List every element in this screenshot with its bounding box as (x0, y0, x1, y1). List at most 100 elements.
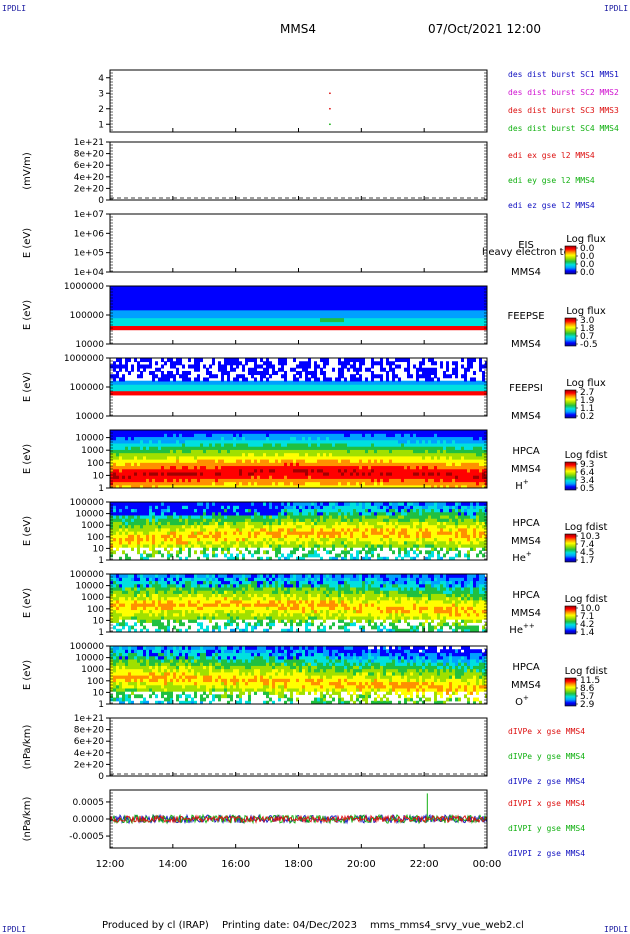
y-tick-label: 100000 (70, 383, 105, 393)
y-axis-label: (mV/m) (22, 152, 33, 190)
colorbar-tick-label: 0.7 (580, 332, 594, 342)
colorbar-tick-label: 10.3 (580, 532, 600, 542)
legend-magenta: des dist burst SC2 MMS2 (508, 88, 619, 97)
legend-green: dIVPe y gse MMS4 (508, 752, 585, 761)
spectrogram-hpca_o (110, 646, 487, 704)
instrument-spacecraft: MMS4 (511, 608, 541, 619)
colorbar (564, 389, 577, 419)
instrument-spacecraft: MMS4 (511, 267, 541, 278)
y-tick-label: 10000 (75, 582, 104, 592)
y-tick-label: 10000 (75, 340, 104, 350)
colorbar-tick-label: 6.4 (580, 468, 595, 478)
spectrogram-feeps_e (110, 286, 487, 331)
spectrogram-hpca_he1 (110, 502, 487, 560)
instrument-name: HPCA (512, 518, 540, 529)
colorbar-title: Log fdist (565, 666, 608, 677)
colorbar-tick-label: 8.6 (580, 684, 595, 694)
legend-green: edi ey gse l2 MMS4 (508, 176, 595, 185)
y-tick-label: 2e+20 (74, 184, 105, 194)
y-axis-label: (nPa/km) (22, 797, 33, 842)
panel-frame (109, 717, 488, 777)
corner-label-bottom-right: IPDLI (604, 925, 629, 934)
colorbar-title: Log fdist (565, 522, 608, 533)
legend-green: des dist burst SC4 MMS4 (508, 124, 619, 133)
colorbar-tick-label: 0.5 (580, 484, 594, 494)
instrument-name: FEEPSI (509, 383, 543, 394)
colorbar-tick-label: 0.0 (580, 244, 595, 254)
species-label: O+ (515, 694, 529, 708)
y-tick-label: 1e+07 (74, 210, 104, 220)
colorbar-tick-label: 7.4 (580, 540, 595, 550)
instrument-overlay-label: heavy electron to (482, 247, 570, 258)
y-tick-label: 0.0005 (73, 798, 105, 808)
footer-filename: mms_mms4_srvy_vue_web2.cl (370, 920, 524, 931)
y-tick-label: 10000 (75, 510, 104, 520)
y-tick-label: 10 (93, 616, 105, 626)
colorbar-tick-label: 7.1 (580, 612, 594, 622)
spectrogram-divpi (110, 793, 487, 825)
x-tick-label: 12:00 (96, 859, 125, 870)
instrument-spacecraft: MMS4 (511, 411, 541, 422)
y-tick-label: 0.0000 (73, 815, 105, 825)
y-tick-label: 3 (98, 89, 104, 99)
colorbar-tick-label: 5.7 (580, 692, 594, 702)
y-tick-label: 2 (98, 105, 104, 115)
y-tick-label: 1e+04 (74, 268, 105, 278)
x-tick-label: 22:00 (410, 859, 439, 870)
y-tick-label: 1 (98, 700, 104, 710)
y-tick-label: 1000 (81, 446, 104, 456)
burst-marker (329, 123, 331, 126)
corner-label-top-left: IPDLI (2, 4, 27, 13)
y-tick-label: 100 (87, 677, 104, 687)
instrument-name: EIS (518, 240, 534, 251)
colorbar-tick-label: 0.0 (580, 252, 595, 262)
colorbar (564, 461, 577, 491)
y-tick-label: 1 (98, 120, 104, 130)
y-tick-label: 0 (98, 196, 104, 206)
corner-label-bottom-left: IPDLI (2, 925, 27, 934)
species-label: He+ (512, 550, 532, 564)
y-tick-label: 10 (93, 688, 105, 698)
colorbar (564, 317, 577, 347)
spectrogram-hpca_he2 (110, 574, 487, 632)
colorbar-title: Log flux (566, 234, 606, 245)
y-tick-label: 10000 (75, 654, 104, 664)
colorbar-tick-label: 1.4 (580, 628, 595, 638)
y-tick-label: 1e+05 (74, 249, 104, 259)
colorbar (564, 605, 577, 635)
legend-red: dIVPI x gse MMS4 (508, 799, 585, 808)
instrument-spacecraft: MMS4 (511, 339, 541, 350)
colorbar (564, 677, 577, 707)
y-tick-label: 6e+20 (74, 737, 105, 747)
instrument-name: HPCA (512, 662, 540, 673)
legend-red: des dist burst SC3 MMS3 (508, 106, 619, 115)
colorbar-tick-label: 1.7 (580, 556, 594, 566)
colorbar-tick-label: 1.9 (580, 396, 595, 406)
y-tick-label: 1 (98, 484, 104, 494)
y-axis-label: E (eV) (22, 660, 33, 690)
instrument-name: FEEPSE (507, 311, 544, 322)
y-tick-label: 100000 (70, 498, 105, 508)
colorbar-tick-label: 0.0 (580, 268, 595, 278)
colorbar-tick-label: 4.2 (580, 620, 594, 630)
x-tick-label: 14:00 (158, 859, 187, 870)
colorbar-title: Log fdist (565, 594, 608, 605)
colorbar-tick-label: 9.3 (580, 460, 594, 470)
footer-printing-date: Printing date: 04/Dec/2023 (222, 920, 358, 931)
y-tick-label: 8e+20 (74, 726, 105, 736)
panel-frame (109, 69, 488, 133)
species-label: H+ (515, 478, 529, 492)
y-axis-label: E (eV) (22, 444, 33, 474)
colorbar-tick-label: 11.5 (580, 676, 600, 686)
colorbar-title: Log fdist (565, 450, 608, 461)
panel-hpca_h: 1 10 100 1000 10000 E (eV) HPCA MMS4 H+ Log fdist… (22, 429, 608, 494)
panel-frame (109, 213, 488, 273)
y-tick-label: 1000000 (64, 354, 104, 364)
colorbar-tick-label: 10.0 (580, 604, 600, 614)
colorbar-tick-label: 2.7 (580, 388, 594, 398)
y-axis-label: E (eV) (22, 588, 33, 618)
colorbar-title: Log flux (566, 378, 606, 389)
